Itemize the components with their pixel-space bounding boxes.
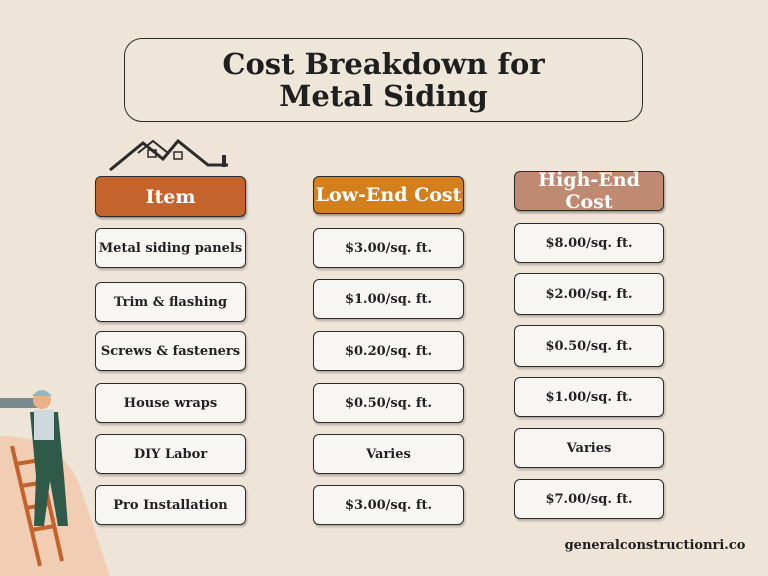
table-cell: Metal siding panels	[95, 228, 246, 268]
table-cell: House wraps	[95, 383, 246, 423]
column-header: Item	[95, 176, 246, 217]
table-cell: Trim & flashing	[95, 282, 246, 322]
table-cell: Screws & fasteners	[95, 331, 246, 371]
table-cell: $7.00/sq. ft.	[514, 479, 664, 519]
table-cell: $0.20/sq. ft.	[313, 331, 464, 371]
table-cell: $1.00/sq. ft.	[313, 279, 464, 319]
column-header: Low-End Cost	[313, 176, 464, 214]
column-header: High-End Cost	[514, 169, 664, 213]
table-cell: $3.00/sq. ft.	[313, 228, 464, 268]
table-cell: $0.50/sq. ft.	[514, 325, 664, 367]
table-cell: $1.00/sq. ft.	[514, 377, 664, 417]
table-cell: Varies	[514, 428, 664, 468]
house-icon	[109, 138, 228, 172]
table-cell: $3.00/sq. ft.	[313, 485, 464, 525]
table-cell: DIY Labor	[95, 434, 246, 474]
title: Cost Breakdown for Metal Siding	[124, 38, 643, 122]
table-cell: Varies	[313, 434, 464, 474]
footer: generalconstructionri.co	[564, 538, 746, 553]
table-cell: Pro Installation	[95, 485, 246, 525]
table-cell: $8.00/sq. ft.	[514, 223, 664, 263]
worker-illustration	[0, 390, 110, 576]
table-cell: $2.00/sq. ft.	[514, 273, 664, 315]
table-cell: $0.50/sq. ft.	[313, 383, 464, 423]
